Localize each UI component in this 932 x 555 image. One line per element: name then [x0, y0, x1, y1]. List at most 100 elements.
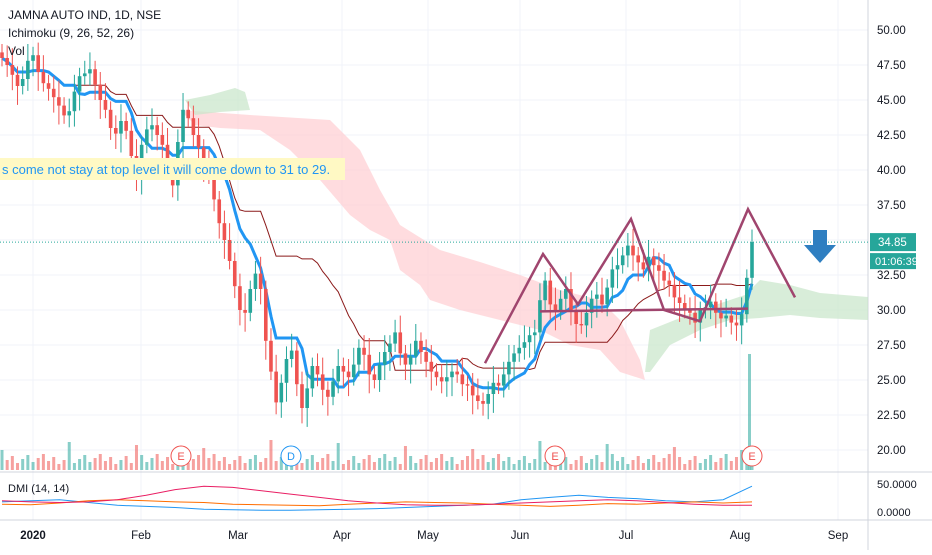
candle-body[interactable] — [57, 97, 61, 106]
last-price-badge[interactable] — [870, 233, 916, 252]
head-shoulders-pattern[interactable] — [483, 206, 797, 364]
neckline[interactable] — [539, 307, 749, 313]
candle-body[interactable] — [750, 242, 754, 278]
candle-body[interactable] — [698, 310, 703, 323]
candle-body[interactable] — [41, 72, 46, 84]
candle-body[interactable] — [129, 130, 134, 156]
candle-body[interactable] — [191, 118, 196, 135]
candle-body[interactable] — [212, 175, 216, 200]
candle-body[interactable] — [258, 273, 263, 289]
candle-body[interactable] — [119, 121, 123, 134]
candle-body[interactable] — [553, 304, 558, 312]
arrow-down-icon[interactable] — [804, 230, 836, 263]
event-marker[interactable]: E — [741, 445, 763, 467]
candle-body[interactable] — [367, 354, 372, 375]
indicator-dmi-label[interactable]: DMI (14, 14) — [8, 483, 70, 495]
candle-body[interactable] — [527, 335, 532, 343]
candle-body[interactable] — [667, 280, 672, 285]
candle-body[interactable] — [517, 347, 522, 354]
candle-body[interactable] — [72, 91, 77, 112]
candle-body[interactable] — [351, 364, 356, 378]
candle-body[interactable] — [0, 52, 4, 58]
candle-body[interactable] — [372, 374, 377, 380]
drawing-pattern[interactable] — [0, 206, 868, 364]
candle-body[interactable] — [434, 371, 439, 378]
candle-body[interactable] — [615, 265, 620, 270]
candle-body[interactable] — [682, 303, 687, 310]
candle-body[interactable] — [470, 385, 475, 396]
candle-body[interactable] — [362, 347, 366, 355]
candle-body[interactable] — [284, 359, 289, 383]
candle-body[interactable] — [98, 84, 103, 100]
candle-body[interactable] — [626, 245, 630, 256]
candle-body[interactable] — [124, 121, 128, 131]
candle-body[interactable] — [398, 332, 403, 354]
candle-body[interactable] — [222, 223, 227, 240]
candle-body[interactable] — [36, 55, 41, 72]
indicator-ichimoku-label[interactable]: Ichimoku (9, 26, 52, 26) — [8, 26, 135, 40]
candle-body[interactable] — [424, 352, 428, 362]
candle-body[interactable] — [326, 389, 330, 397]
candle-body[interactable] — [429, 361, 434, 372]
candle-body[interactable] — [238, 286, 242, 310]
candle-body[interactable] — [88, 69, 92, 74]
time-axis[interactable]: 2020 Feb Mar Apr May Jun Jul Aug Sep — [20, 530, 848, 542]
candle-body[interactable] — [486, 394, 491, 404]
candle-body[interactable] — [734, 322, 739, 326]
candle-body[interactable] — [512, 353, 516, 362]
candle-body[interactable] — [646, 256, 651, 270]
candle-body[interactable] — [636, 255, 641, 263]
candle-body[interactable] — [558, 298, 563, 312]
candle-body[interactable] — [496, 382, 501, 386]
candle-body[interactable] — [26, 60, 30, 79]
candle-body[interactable] — [227, 240, 232, 261]
candle-body[interactable] — [465, 384, 470, 386]
candle-body[interactable] — [113, 128, 118, 134]
candle-body[interactable] — [20, 79, 25, 86]
candle-body[interactable] — [688, 310, 692, 313]
candle-body[interactable] — [610, 269, 615, 288]
candle-body[interactable] — [346, 371, 351, 378]
candle-body[interactable] — [481, 401, 485, 404]
candle-body[interactable] — [569, 289, 573, 310]
candle-body[interactable] — [605, 287, 609, 305]
candle-body[interactable] — [295, 350, 299, 385]
candle-body[interactable] — [600, 294, 604, 305]
event-marker[interactable]: D — [280, 445, 302, 467]
candle-body[interactable] — [724, 315, 728, 319]
candle-body[interactable] — [232, 261, 237, 287]
candle-body[interactable] — [662, 270, 666, 281]
candle-body[interactable] — [532, 332, 537, 336]
candle-body[interactable] — [377, 364, 382, 380]
candle-body[interactable] — [693, 312, 697, 323]
candle-body[interactable] — [217, 199, 222, 224]
candle-body[interactable] — [155, 125, 159, 135]
candle-body[interactable] — [160, 135, 165, 145]
candle-body[interactable] — [719, 312, 723, 319]
candle-body[interactable] — [589, 298, 594, 313]
candle-body[interactable] — [46, 83, 51, 89]
candle-body[interactable] — [269, 340, 273, 372]
candle-body[interactable] — [196, 135, 201, 148]
candle-body[interactable] — [455, 371, 459, 375]
candle-body[interactable] — [305, 388, 309, 408]
candle-body[interactable] — [331, 381, 335, 397]
event-marker[interactable]: E — [544, 445, 566, 467]
candle-body[interactable] — [382, 352, 387, 365]
candle-body[interactable] — [584, 312, 589, 326]
candle-body[interactable] — [388, 343, 392, 352]
candle-body[interactable] — [708, 301, 713, 308]
candle-body[interactable] — [729, 315, 734, 323]
candle-body[interactable] — [548, 280, 553, 305]
candle-body[interactable] — [82, 73, 87, 77]
candle-body[interactable] — [460, 374, 465, 385]
candle-body[interactable] — [300, 384, 304, 408]
candle-body[interactable] — [248, 289, 253, 313]
candle-body[interactable] — [201, 147, 206, 163]
candle-body[interactable] — [289, 350, 294, 359]
candle-body[interactable] — [543, 280, 547, 301]
candle-body[interactable] — [507, 361, 511, 375]
candle-body[interactable] — [310, 366, 315, 389]
